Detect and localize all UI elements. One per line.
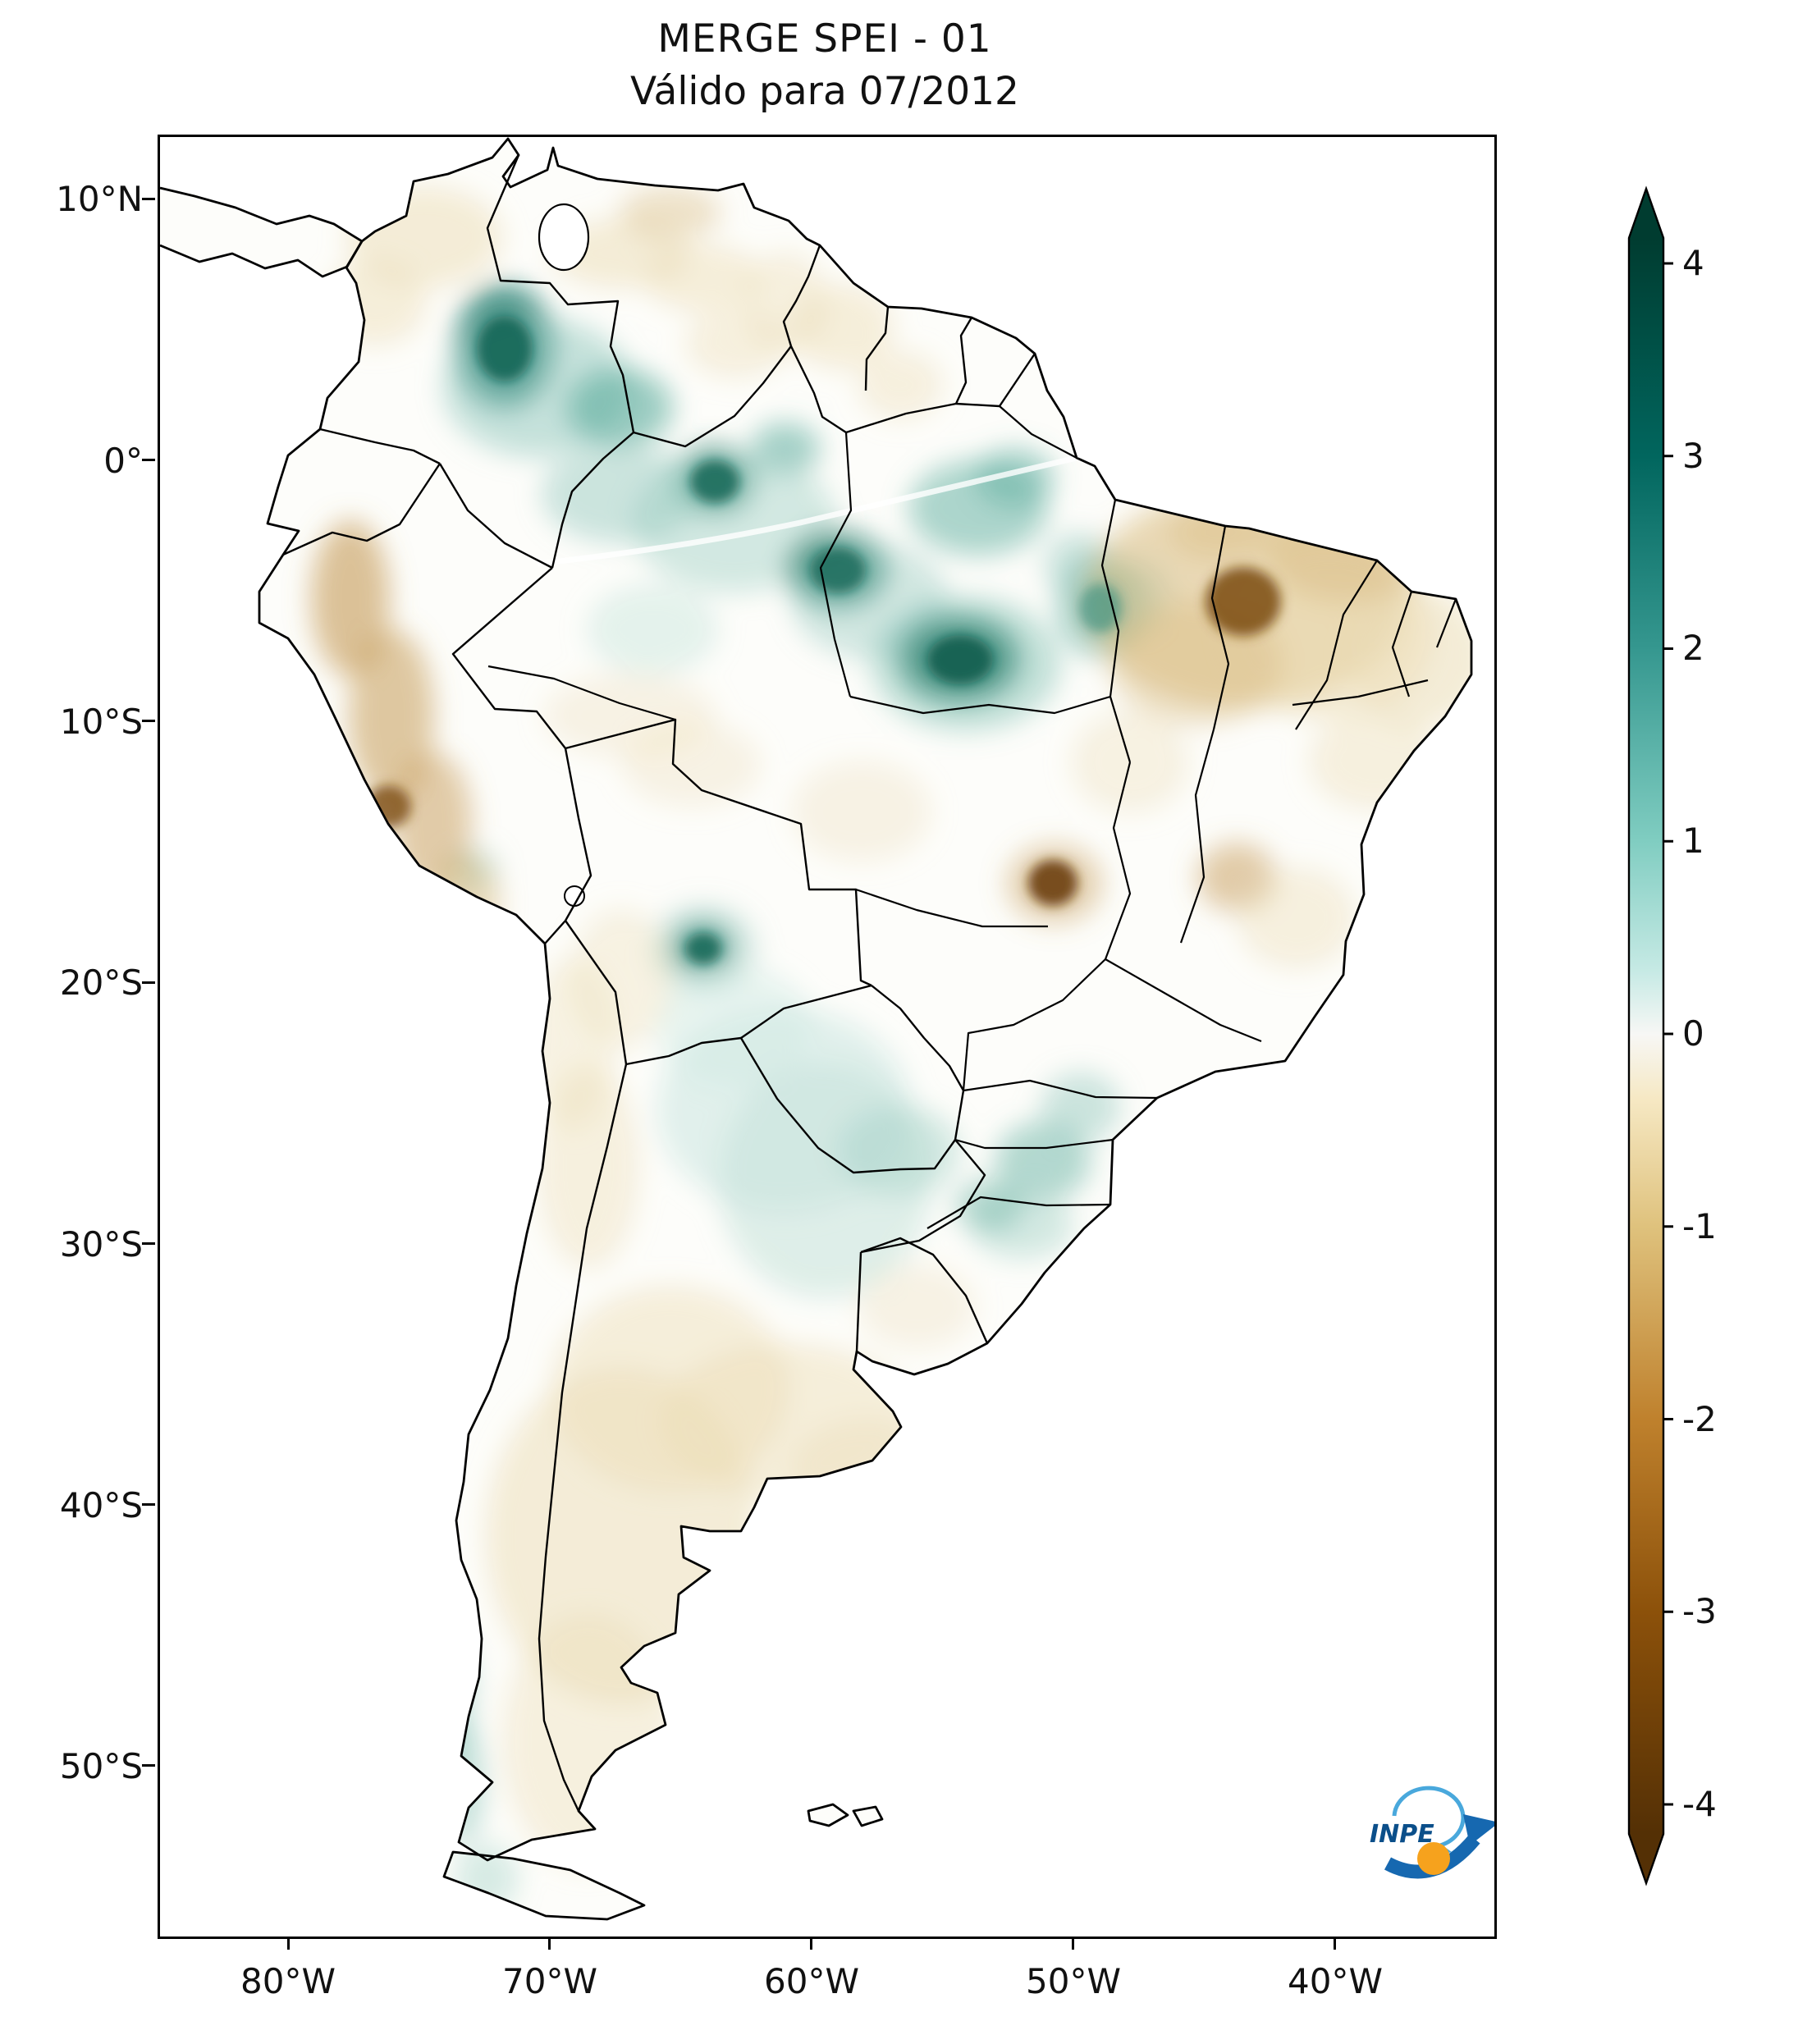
colorbar-tick-label: -1	[1682, 1206, 1717, 1246]
y-tick-label: 40°S	[59, 1485, 143, 1525]
y-tick-label: 50°S	[59, 1746, 143, 1786]
x-tick-mark	[1072, 1937, 1074, 1950]
y-tick-label: 20°S	[59, 963, 143, 1003]
x-tick-label: 60°W	[764, 1961, 859, 2001]
inpe-swirl-icon	[1392, 1786, 1466, 1848]
x-tick-mark	[287, 1937, 290, 1950]
lake-maracaibo	[538, 203, 590, 272]
colorbar-bottom-arrow	[1629, 1834, 1663, 1883]
x-tick-label: 50°W	[1026, 1961, 1121, 2001]
colorbar-outline	[1627, 185, 1665, 1886]
title-block: MERGE SPEI - 01 Válido para 07/2012	[158, 16, 1492, 115]
y-tick-label: 30°S	[59, 1224, 143, 1264]
x-tick-label: 70°W	[502, 1961, 597, 2001]
y-tick-label: 0°	[103, 441, 143, 481]
x-tick-mark	[1334, 1937, 1336, 1950]
colorbar-tick-label: 2	[1682, 628, 1704, 668]
figure-title: MERGE SPEI - 01	[657, 16, 992, 62]
colorbar-gradient	[1629, 238, 1663, 1834]
figure-subtitle: Válido para 07/2012	[630, 69, 1019, 114]
inpe-logo-text: INPE	[1370, 1820, 1434, 1849]
panama-isthmus	[160, 188, 362, 277]
x-tick-label: 40°W	[1288, 1961, 1383, 2001]
y-tick-mark	[142, 198, 155, 200]
colorbar-top-arrow	[1629, 189, 1663, 238]
spei-raster-cores	[365, 316, 1281, 964]
y-tick-mark	[142, 1503, 155, 1506]
amazon-river	[537, 455, 1077, 567]
y-tick-mark	[142, 720, 155, 722]
inpe-arrowhead-icon	[1463, 1814, 1494, 1845]
inpe-orange-sphere-icon	[1417, 1842, 1450, 1875]
state-borders	[487, 405, 1457, 1229]
x-tick-label: 80°W	[240, 1961, 336, 2001]
colorbar-tick-label: -3	[1682, 1591, 1717, 1631]
x-tick-mark	[548, 1937, 551, 1950]
colorbar-tick-label: -2	[1682, 1399, 1717, 1439]
inpe-logo: INPE	[1370, 1786, 1494, 1879]
y-tick-mark	[142, 981, 155, 984]
colorbar-tick-label: 0	[1682, 1013, 1704, 1054]
y-tick-mark	[142, 1764, 155, 1767]
colorbar-tick-label: 3	[1682, 436, 1704, 476]
colorbar-tick-label: -4	[1682, 1784, 1717, 1824]
y-tick-mark	[142, 1242, 155, 1245]
colorbar-tick-marks	[1663, 262, 1673, 1806]
map-frame: INPE	[158, 135, 1497, 1939]
south-america-map: INPE	[160, 137, 1494, 1921]
water-features	[537, 455, 1077, 567]
x-tick-mark	[810, 1937, 812, 1950]
y-tick-label: 10°N	[56, 179, 143, 219]
country-borders	[282, 154, 1036, 1812]
y-tick-mark	[142, 459, 155, 461]
colorbar-tick-label: 1	[1682, 821, 1704, 861]
colorbar-tick-label: 4	[1682, 243, 1704, 283]
colorbar	[1627, 185, 1673, 1886]
coastline	[160, 137, 1473, 1921]
y-tick-label: 10°S	[59, 702, 143, 742]
